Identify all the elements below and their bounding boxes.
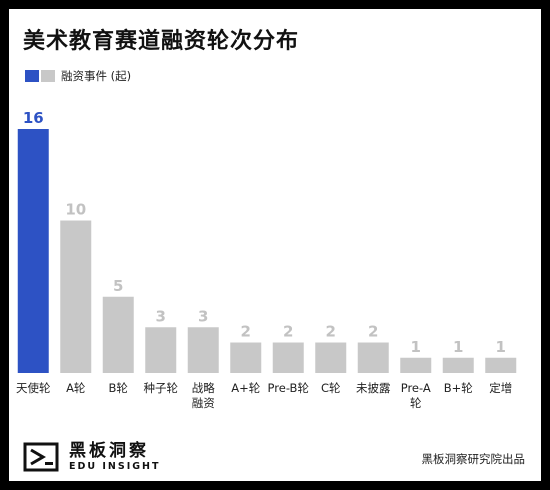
bar-7 bbox=[315, 342, 347, 373]
value-label-9: 1 bbox=[411, 338, 421, 356]
category-label-2: B轮 bbox=[109, 381, 129, 395]
value-label-0: 16 bbox=[23, 109, 44, 127]
bar-11 bbox=[485, 357, 517, 373]
bar-3 bbox=[145, 327, 177, 373]
value-label-5: 2 bbox=[241, 323, 251, 341]
chart-card: 美术教育赛道融资轮次分布 融资事件 (起) 16 天使轮 10 A轮 5 B轮 3 种子轮 3 战… bbox=[9, 9, 541, 481]
category-label-11: 定增 bbox=[489, 381, 512, 395]
value-label-2: 5 bbox=[113, 277, 123, 295]
value-label-3: 3 bbox=[156, 307, 166, 325]
bar-0 bbox=[17, 129, 49, 373]
category-label-6: Pre-B轮 bbox=[268, 381, 310, 395]
category-label-1: A轮 bbox=[66, 381, 86, 395]
legend-label: 融资事件 (起) bbox=[61, 69, 132, 83]
value-label-7: 2 bbox=[326, 323, 336, 341]
edu-insight-logo-icon bbox=[23, 442, 59, 472]
legend-swatch-highlight bbox=[25, 70, 39, 82]
value-label-10: 1 bbox=[453, 338, 463, 356]
legend-swatch-default bbox=[41, 70, 55, 82]
brand-logo: 黑板洞察 EDU INSIGHT bbox=[23, 441, 161, 473]
category-label-3: 种子轮 bbox=[144, 381, 179, 395]
bar-9 bbox=[400, 357, 432, 373]
chart-title: 美术教育赛道融资轮次分布 bbox=[23, 29, 300, 54]
category-label-5: A+轮 bbox=[231, 381, 261, 395]
category-label-8: 未披露 bbox=[356, 381, 391, 395]
category-label-10: B+轮 bbox=[444, 381, 474, 395]
category-label-9-line-1: 轮 bbox=[410, 396, 422, 410]
value-label-11: 1 bbox=[496, 338, 506, 356]
bar-5 bbox=[230, 342, 262, 373]
source-credit: 黑板洞察研究院出品 bbox=[421, 452, 526, 466]
bar-4 bbox=[187, 327, 219, 373]
category-label-0: 天使轮 bbox=[16, 381, 51, 395]
value-label-1: 10 bbox=[65, 201, 86, 219]
category-label-9-line-0: Pre-A bbox=[401, 381, 431, 395]
category-label-7: C轮 bbox=[321, 381, 341, 395]
logo-name-en: EDU INSIGHT bbox=[69, 461, 161, 472]
value-label-4: 3 bbox=[198, 307, 208, 325]
category-label-4-line-1: 融资 bbox=[192, 396, 215, 410]
logo-name-cn: 黑板洞察 bbox=[69, 441, 149, 461]
bar-6 bbox=[272, 342, 304, 373]
bar-2 bbox=[102, 296, 134, 373]
bar-10 bbox=[442, 357, 474, 373]
value-label-6: 2 bbox=[283, 323, 293, 341]
legend: 融资事件 (起) bbox=[25, 68, 131, 84]
value-label-8: 2 bbox=[368, 323, 378, 341]
bar-1 bbox=[60, 220, 92, 373]
bar-8 bbox=[357, 342, 389, 373]
category-label-4-line-0: 战略 bbox=[192, 381, 215, 395]
